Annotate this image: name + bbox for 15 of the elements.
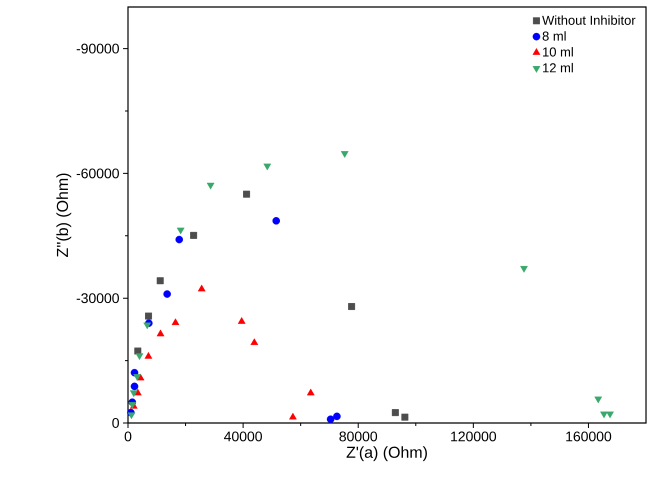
- y-tick-label: -60000: [76, 168, 119, 178]
- legend-label: 8 ml: [542, 31, 566, 41]
- y-axis-title: Z''(b) (Ohm): [56, 174, 72, 257]
- x-tick-label: 0: [124, 431, 132, 442]
- x-tick-label: 160000: [566, 431, 612, 442]
- x-axis-title: Z'(a) (Ohm): [346, 446, 427, 462]
- legend-label: 12 ml: [543, 62, 573, 72]
- y-tick-label: -30000: [76, 293, 119, 304]
- x-tick-label: 40000: [224, 431, 262, 442]
- x-tick-label: 80000: [339, 431, 378, 442]
- legend-label: 10 ml: [543, 47, 573, 57]
- legend-label: Without Inhibitor: [542, 15, 636, 25]
- y-tick-label: -90000: [76, 44, 119, 54]
- y-tick-label: 0: [112, 418, 119, 428]
- x-tick-label: 120000: [451, 431, 496, 442]
